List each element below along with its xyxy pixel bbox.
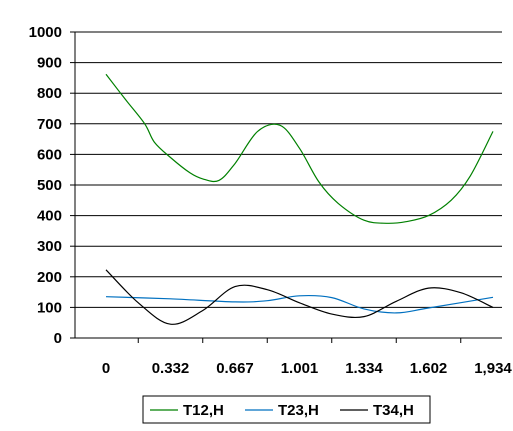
y-tick-label: 200: [37, 269, 62, 286]
series-lines: [105, 73, 494, 325]
legend-box: [142, 395, 431, 424]
y-tick-label: 900: [37, 55, 62, 72]
x-tick-label: 1.001: [281, 360, 319, 377]
series-line-1: [105, 73, 494, 224]
legend-label: T23,H: [278, 402, 319, 419]
x-tick-label: 0: [102, 360, 110, 377]
legend: T12,H T23,H T34,H: [142, 395, 431, 424]
y-tick-label: 300: [37, 238, 62, 255]
legend-label: T12,H: [183, 402, 224, 419]
x-axis-tick-labels: 0 0.332 0.667 1.001 1.334 1.602 1,934: [102, 360, 513, 377]
y-tick-label: 600: [37, 146, 62, 163]
x-tick-label: 0.332: [152, 360, 190, 377]
legend-label: T34,H: [373, 402, 414, 419]
series-line-2: [105, 294, 494, 314]
gridlines: [75, 31, 502, 308]
y-tick-label: 400: [37, 208, 62, 225]
axes: [70, 31, 502, 343]
x-tick-label: 0.667: [216, 360, 254, 377]
x-tick-label: 1.602: [410, 360, 448, 377]
y-tick-label: 500: [37, 177, 62, 194]
y-tick-label: 0: [54, 330, 62, 347]
y-tick-label: 100: [37, 299, 62, 316]
y-axis-tick-labels: 0 100 200 300 400 500 600 700 800 900 1000: [29, 24, 62, 347]
x-tick-label: 1,934: [474, 360, 512, 377]
y-tick-label: 800: [37, 85, 62, 102]
series-line-3: [105, 269, 494, 325]
y-tick-label: 1000: [29, 24, 62, 41]
y-tick-label: 700: [37, 116, 62, 133]
x-tick-label: 1.334: [345, 360, 383, 377]
